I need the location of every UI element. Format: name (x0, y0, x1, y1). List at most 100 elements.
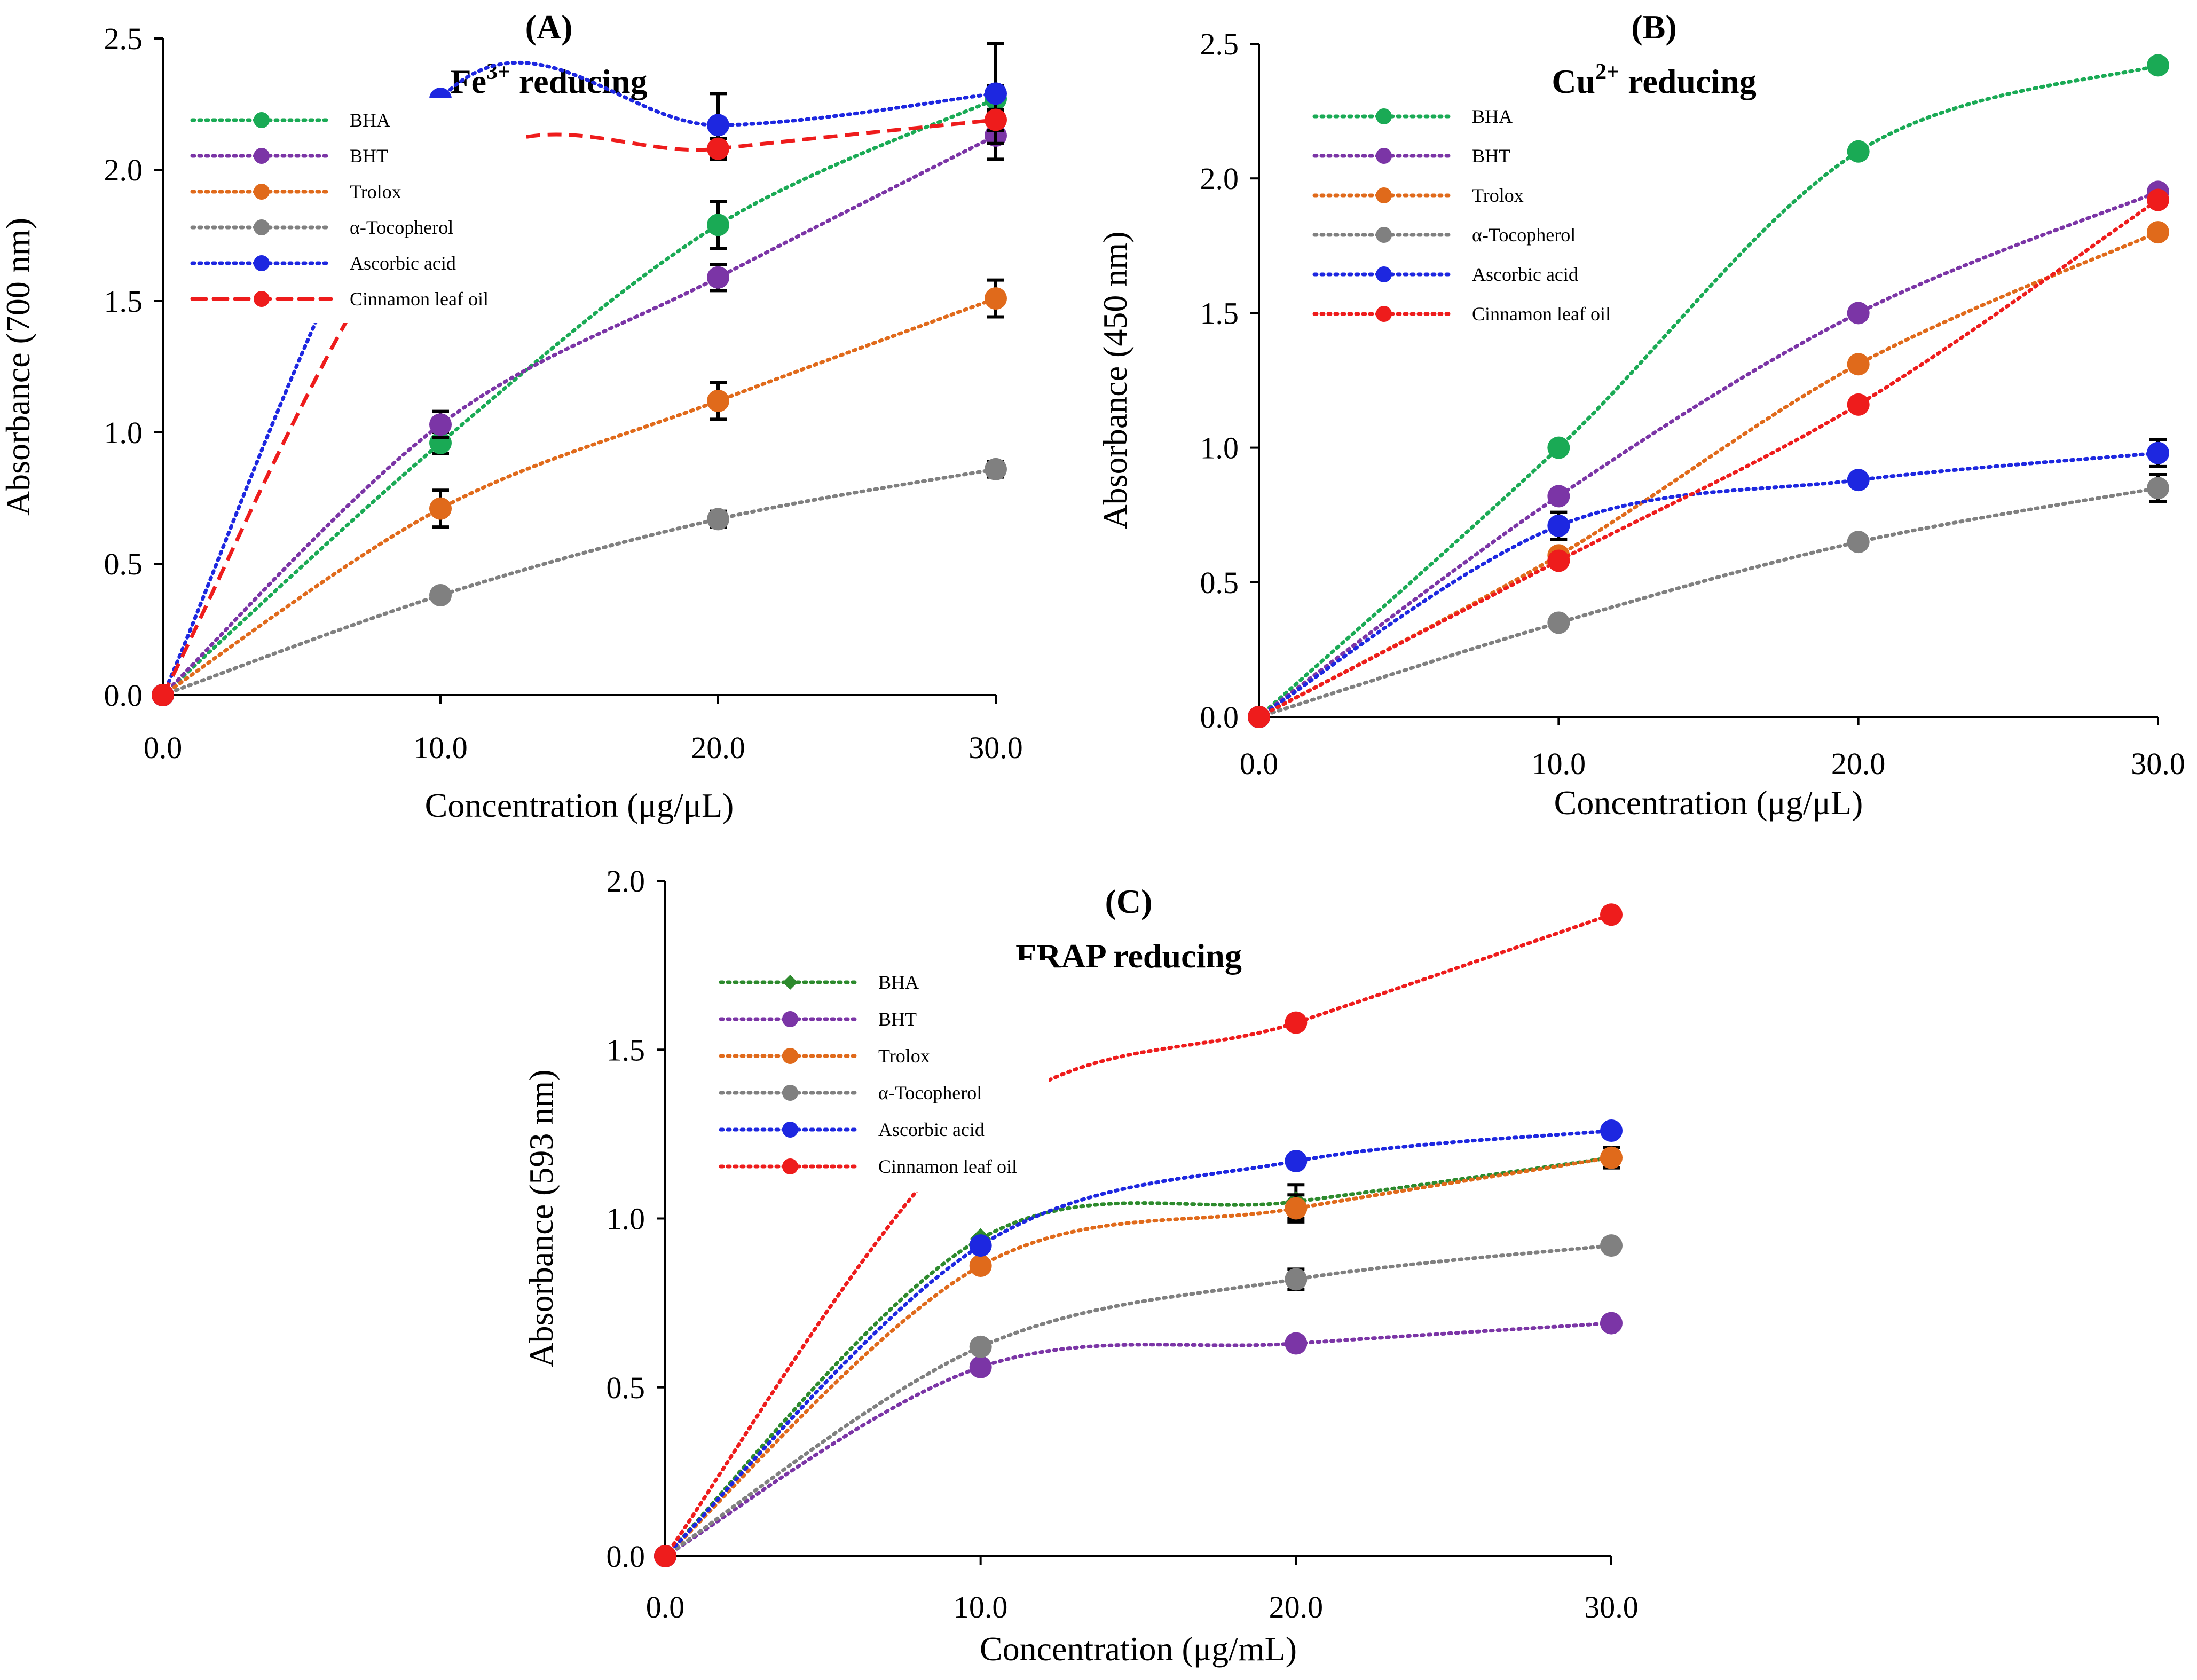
series-line (161, 133, 998, 697)
legend-background (179, 98, 521, 323)
data-point (1547, 436, 1570, 459)
series-line (161, 61, 998, 697)
y-tick-label: 2.0 (607, 864, 645, 898)
data-point (1600, 1312, 1623, 1335)
legend-label: α-Tocopherol (1472, 224, 1576, 246)
x-tick-label: 30.0 (1584, 1590, 1639, 1624)
legend-swatch-marker (782, 1085, 798, 1101)
data-point (1600, 1119, 1623, 1142)
data-point (985, 458, 1007, 480)
x-tick-label: 10.0 (413, 730, 468, 765)
data-point (969, 1355, 992, 1378)
legend-entry: BHT (1312, 145, 1510, 167)
legend-swatch-marker (783, 975, 798, 990)
series-trolox (654, 1146, 1623, 1567)
data-point (707, 266, 729, 289)
x-tick-label: 10.0 (1532, 746, 1586, 781)
legend-swatch-marker (254, 148, 270, 164)
chart-panel-b: 0.0 0.5 1.0 1.5 2.0 2.5 0.0 10.0 20.0 30.0 Concent… (1096, 8, 2185, 822)
y-tick-label: 0.0 (104, 678, 143, 713)
legend: BHA BHT Trolox α-Tocopherol Ascorbic acid Cin… (719, 972, 1017, 1177)
data-point (1547, 485, 1570, 508)
x-axis-title: Concentration (μg/μL) (425, 786, 734, 824)
x-tick-label: 20.0 (691, 730, 745, 765)
legend-label: Cinnamon leaf oil (878, 1156, 1017, 1177)
data-point (985, 82, 1007, 105)
data-point (429, 413, 452, 436)
legend-swatch-marker (1376, 187, 1392, 203)
data-point (1547, 611, 1570, 634)
data-point (1847, 469, 1870, 492)
panel-title: Fe3+ reducing (450, 60, 647, 100)
legend-label: Trolox (878, 1045, 930, 1067)
legend-swatch-marker (782, 1048, 798, 1064)
legend-entry: α-Tocopherol (190, 217, 453, 238)
series-line (663, 1321, 1613, 1558)
y-tick-label: 0.0 (607, 1539, 645, 1574)
legend-label: Cinnamon leaf oil (1472, 303, 1611, 325)
y-tick-label: 1.0 (1200, 431, 1239, 466)
y-tick-label: 1.5 (104, 284, 143, 319)
x-tick-label: 20.0 (1831, 746, 1886, 781)
x-tick-label: 0.0 (1240, 746, 1279, 781)
legend-swatch-marker (1376, 108, 1392, 124)
legend-label: BHA (1472, 106, 1513, 127)
panel-title: FRAP reducing (1015, 937, 1242, 975)
legend-label: Trolox (350, 181, 401, 202)
data-point (985, 287, 1007, 310)
panel-title-superscript: 2+ (1595, 60, 1619, 84)
legend-swatch-marker (1376, 227, 1392, 243)
legend-label: BHA (350, 109, 390, 131)
data-point (969, 1335, 992, 1358)
series--tocopherol (152, 458, 1007, 706)
legend-swatch-marker (1376, 266, 1392, 282)
y-tick-label: 0.5 (104, 547, 143, 581)
data-point (2147, 54, 2169, 77)
data-point (429, 584, 452, 607)
series-line (663, 1129, 1613, 1558)
data-point (1248, 706, 1270, 728)
chart-panel-c: 0.0 0.5 1.0 1.5 2.0 0.0 10.0 20.0 30.0 Concentrat… (522, 864, 1639, 1668)
legend-label: Ascorbic acid (350, 253, 456, 274)
series-bht (654, 1312, 1623, 1567)
legend-entry: BHA (719, 972, 919, 993)
data-point (707, 214, 729, 236)
x-axis-title: Concentration (μg/μL) (1554, 784, 1863, 822)
series-line (663, 1243, 1613, 1558)
y-tick-label: 0.0 (1200, 700, 1239, 735)
y-tick-label: 1.0 (607, 1202, 645, 1236)
legend-entry: α-Tocopherol (719, 1082, 982, 1103)
data-point (969, 1255, 992, 1277)
data-point (1285, 1268, 1308, 1291)
data-point (1285, 1011, 1308, 1034)
series-line (1257, 190, 2160, 719)
data-point (1547, 514, 1570, 537)
data-point (707, 114, 729, 137)
legend-entry: Cinnamon leaf oil (1312, 303, 1611, 325)
series-line (1257, 198, 2160, 719)
legend-label: Ascorbic acid (878, 1119, 985, 1140)
x-tick-label: 30.0 (968, 730, 1023, 765)
legend-swatch-marker (254, 184, 270, 200)
legend: BHA BHT Trolox α-Tocopherol Ascorbic acid Cin… (1312, 106, 1611, 325)
legend-entry: BHA (190, 109, 390, 131)
legend-entry: Ascorbic acid (1312, 264, 1578, 285)
y-tick-label: 1.5 (607, 1032, 645, 1067)
data-point (2147, 441, 2169, 464)
legend-swatch-marker (254, 112, 270, 128)
data-point (707, 137, 729, 160)
data-point (1285, 1197, 1308, 1220)
data-point (1285, 1149, 1308, 1172)
y-tick-label: 2.0 (1200, 161, 1239, 196)
series-ascorbic-acid (1248, 438, 2169, 728)
data-point (1847, 531, 1870, 554)
y-axis-title: Absorbance (700 nm) (0, 218, 37, 516)
series--tocopherol (654, 1234, 1623, 1567)
legend-entry: BHA (1312, 106, 1513, 127)
series-line (1257, 63, 2160, 719)
data-point (707, 389, 729, 412)
y-axis-title: Absorbance (450 nm) (1096, 231, 1134, 529)
data-point (1847, 353, 1870, 376)
legend-label: α-Tocopherol (878, 1082, 982, 1103)
